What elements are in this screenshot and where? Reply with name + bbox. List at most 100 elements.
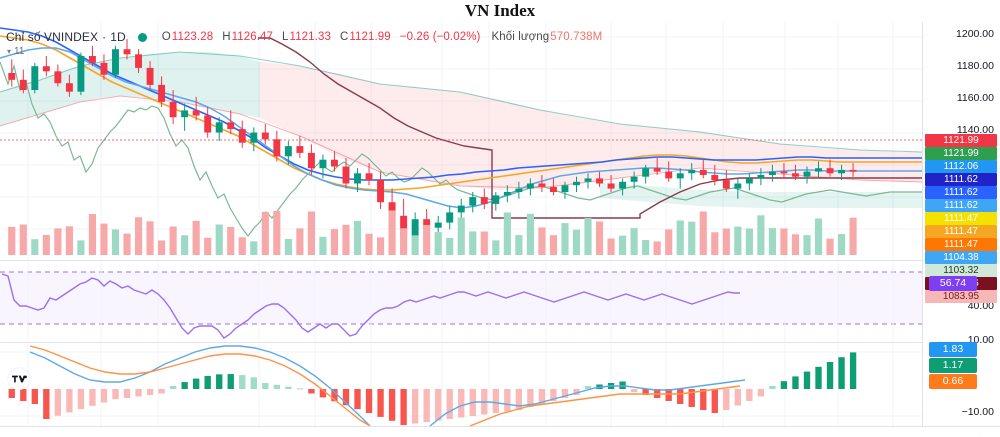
macd-bar bbox=[630, 389, 638, 392]
candle-body bbox=[526, 183, 534, 189]
legend-change: −0.26 (−0.02%) bbox=[399, 31, 481, 43]
macd-bar bbox=[66, 389, 73, 413]
price-axis[interactable]: 1200.00 1180.00 1160.00 1140.00 80.00 60… bbox=[922, 22, 1000, 437]
rsi-pane[interactable] bbox=[0, 262, 922, 342]
macd-bar bbox=[642, 389, 649, 395]
candle-body bbox=[503, 192, 511, 196]
candle-body bbox=[768, 171, 776, 175]
macd-bar bbox=[146, 389, 154, 395]
macd-bar bbox=[331, 389, 338, 402]
candle-body bbox=[457, 205, 465, 213]
macd-bar bbox=[89, 389, 96, 406]
chevron-down-icon[interactable]: ▾ bbox=[7, 47, 12, 56]
candle-body bbox=[123, 49, 131, 55]
price-level-badge: 1111.47 bbox=[925, 212, 997, 225]
price-pane[interactable]: Chỉ số VNINDEX · 1D O 1123.28 H 1126.47 … bbox=[0, 22, 922, 260]
macd-bar bbox=[803, 371, 811, 389]
candle-body bbox=[584, 178, 592, 182]
macd-bar bbox=[746, 389, 753, 401]
candle-body bbox=[227, 122, 235, 130]
legend-collapsed-row[interactable]: ▾ 11 bbox=[7, 46, 24, 57]
candle-body bbox=[492, 195, 500, 204]
candle-body bbox=[642, 168, 650, 177]
price-pane-svg bbox=[0, 22, 922, 260]
macd-signal-line-right bbox=[469, 385, 741, 426]
axis-tick: 1200.00 bbox=[956, 28, 994, 40]
candle-body bbox=[135, 54, 142, 68]
axis-tick: 1160.00 bbox=[956, 92, 994, 104]
macd-bar bbox=[112, 389, 119, 400]
candle-body bbox=[8, 73, 16, 80]
candle-body bbox=[19, 79, 27, 90]
time-axis[interactable]: 21Tháng 914Tháng 101120Tháng 111021Tháng… bbox=[0, 426, 1000, 437]
macd-bar bbox=[573, 389, 580, 395]
candle-body bbox=[181, 110, 189, 118]
candle-body bbox=[319, 159, 327, 169]
candle-body bbox=[331, 159, 338, 167]
candle-body bbox=[515, 188, 523, 192]
candle-body bbox=[158, 84, 166, 102]
macd-bar bbox=[734, 389, 742, 406]
macd-bar bbox=[192, 378, 200, 389]
candle-body bbox=[146, 67, 154, 85]
candle-body bbox=[215, 122, 223, 133]
rsi-value-badge: 56.74 bbox=[929, 276, 977, 291]
macd-line bbox=[29, 345, 371, 426]
macd-value-badge: 1.17 bbox=[929, 358, 977, 373]
legend-symbol[interactable]: Chỉ số VNINDEX bbox=[6, 30, 99, 44]
candle-body bbox=[469, 197, 477, 206]
legend-close-label: C bbox=[339, 31, 349, 43]
candle-body bbox=[630, 176, 638, 182]
macd-pane[interactable] bbox=[0, 344, 922, 426]
candle-body bbox=[757, 175, 765, 179]
macd-bar bbox=[504, 389, 511, 412]
chart-plot-frame: Chỉ số VNINDEX · 1D O 1123.28 H 1126.47 … bbox=[0, 22, 1000, 437]
price-level-badge: 1104.38 bbox=[925, 251, 997, 264]
legend-close-value: 1121.99 bbox=[349, 31, 391, 43]
rsi-grid bbox=[27, 262, 894, 342]
candle-body bbox=[88, 56, 96, 63]
candle-body bbox=[204, 115, 212, 133]
candle-body bbox=[792, 173, 799, 177]
legend-low-label: L bbox=[282, 31, 289, 43]
rsi-band bbox=[0, 272, 922, 324]
candle-body bbox=[549, 186, 557, 192]
candle-body bbox=[169, 101, 177, 118]
axis-tick: 1180.00 bbox=[956, 60, 994, 72]
candle-body bbox=[780, 171, 788, 174]
legend-volume-label: Khối lượng bbox=[491, 31, 550, 43]
macd-bar bbox=[527, 389, 534, 407]
macd-bar bbox=[388, 389, 396, 421]
candle-body bbox=[838, 169, 846, 174]
macd-bar bbox=[296, 388, 304, 390]
macd-bar bbox=[446, 389, 453, 419]
macd-bar bbox=[239, 375, 246, 389]
macd-bar bbox=[377, 389, 384, 417]
macd-value-badge: 1.83 bbox=[929, 342, 977, 357]
candle-body bbox=[434, 222, 442, 228]
chart-legend[interactable]: Chỉ số VNINDEX · 1D O 1123.28 H 1126.47 … bbox=[6, 30, 602, 44]
legend-interval[interactable]: 1D bbox=[110, 30, 126, 44]
macd-bar bbox=[723, 389, 730, 410]
candle-body bbox=[699, 169, 707, 175]
macd-histogram bbox=[8, 352, 857, 425]
candle-body bbox=[745, 178, 753, 184]
candle-body bbox=[100, 62, 108, 75]
macd-bar bbox=[216, 374, 223, 389]
candle-body bbox=[849, 169, 857, 172]
macd-bar bbox=[538, 389, 546, 404]
macd-signal-line bbox=[29, 345, 371, 426]
close-line-green bbox=[0, 61, 922, 237]
price-level-badge: 1103.32 bbox=[925, 264, 997, 277]
macd-bar bbox=[688, 389, 695, 407]
candle-body bbox=[446, 212, 454, 223]
axis-tick: −10.00 bbox=[961, 406, 994, 418]
macd-bar bbox=[20, 389, 27, 401]
candle-body bbox=[250, 132, 258, 143]
candle-body bbox=[342, 166, 350, 184]
candle-body bbox=[665, 171, 673, 179]
macd-bar bbox=[400, 389, 407, 425]
macd-bar bbox=[181, 382, 188, 389]
macd-pane-svg bbox=[0, 344, 922, 426]
price-grid bbox=[0, 22, 922, 260]
